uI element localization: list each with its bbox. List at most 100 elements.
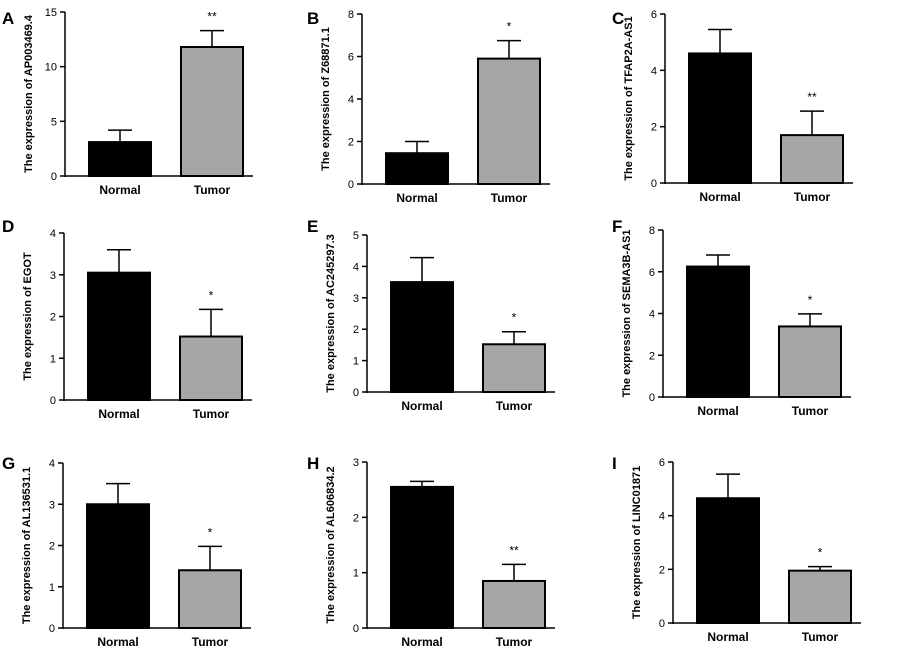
x-tick-label-tumor: Tumor bbox=[802, 630, 839, 644]
y-tick-label: 15 bbox=[45, 7, 57, 19]
y-tick-label: 3 bbox=[50, 270, 56, 282]
y-tick-label: 8 bbox=[348, 9, 354, 21]
y-tick-label: 0 bbox=[353, 623, 359, 635]
x-tick-label-tumor: Tumor bbox=[496, 399, 533, 413]
significance-marker: * bbox=[209, 288, 214, 302]
y-tick-label: 2 bbox=[50, 312, 56, 324]
y-tick-label: 4 bbox=[659, 511, 665, 523]
y-axis-label: The expression of Z68871.1 bbox=[320, 27, 332, 171]
bar-normal bbox=[385, 152, 449, 185]
panel-A: A The expression of AP003469.4 0 5 10 15 Norma… bbox=[2, 7, 253, 197]
y-tick-label: 5 bbox=[353, 230, 359, 242]
y-tick-label: 2 bbox=[348, 137, 354, 149]
y-tick-label: 3 bbox=[49, 499, 55, 511]
panel-letter: F bbox=[612, 217, 622, 236]
x-tick-label-tumor: Tumor bbox=[794, 190, 831, 204]
y-tick-label: 8 bbox=[649, 225, 655, 237]
bar-tumor bbox=[482, 579, 546, 630]
bar-tumor bbox=[482, 343, 546, 394]
y-tick-label: 6 bbox=[649, 267, 655, 279]
x-tick-label-normal: Normal bbox=[707, 630, 748, 644]
y-tick-label: 1 bbox=[50, 353, 56, 365]
y-tick-label: 2 bbox=[49, 541, 55, 553]
bar-normal bbox=[390, 281, 454, 394]
y-tick-label: 0 bbox=[659, 618, 665, 630]
bar-normal bbox=[390, 485, 454, 629]
panel-letter: B bbox=[307, 9, 319, 28]
y-tick-label: 6 bbox=[659, 457, 665, 469]
significance-marker: ** bbox=[509, 543, 519, 557]
panel-letter: A bbox=[2, 9, 14, 28]
x-tick-label-tumor: Tumor bbox=[792, 404, 829, 418]
significance-marker: ** bbox=[807, 90, 817, 104]
bar-tumor bbox=[178, 569, 242, 629]
y-axis-label: The expression of EGOT bbox=[22, 252, 34, 381]
y-tick-label: 6 bbox=[348, 52, 354, 64]
y-tick-label: 0 bbox=[49, 623, 55, 635]
y-tick-label: 2 bbox=[353, 512, 359, 524]
y-axis-label: The expression of AC245297.3 bbox=[325, 234, 337, 393]
y-tick-label: 10 bbox=[45, 62, 57, 74]
bar-normal bbox=[688, 52, 752, 184]
bar-tumor bbox=[179, 335, 243, 402]
panel-I: I The expression of LINC01871 0 2 4 6 Normal Tu… bbox=[612, 454, 861, 644]
x-tick-label-normal: Normal bbox=[99, 183, 140, 197]
y-tick-label: 2 bbox=[651, 122, 657, 134]
y-tick-label: 5 bbox=[51, 116, 57, 128]
x-tick-label-tumor: Tumor bbox=[192, 635, 229, 649]
x-tick-label-tumor: Tumor bbox=[194, 183, 231, 197]
x-tick-label-normal: Normal bbox=[98, 407, 139, 421]
bar-tumor bbox=[788, 569, 852, 624]
y-tick-label: 0 bbox=[51, 171, 57, 183]
y-tick-label: 0 bbox=[651, 178, 657, 190]
panel-G: G The expression of AL136531.1 0 1 2 3 4 Normal… bbox=[2, 454, 251, 649]
y-tick-label: 0 bbox=[348, 179, 354, 191]
panel-letter: C bbox=[612, 9, 624, 28]
y-tick-label: 0 bbox=[50, 395, 56, 407]
bar-normal bbox=[88, 141, 152, 178]
y-tick-label: 1 bbox=[353, 568, 359, 580]
bar-normal bbox=[86, 503, 150, 629]
x-tick-label-normal: Normal bbox=[697, 404, 738, 418]
y-axis-label: The expression of SEMA3B-AS1 bbox=[621, 229, 633, 397]
bar-normal bbox=[87, 271, 151, 402]
panel-letter: E bbox=[307, 217, 318, 236]
bar-normal bbox=[686, 265, 750, 398]
y-tick-label: 1 bbox=[49, 582, 55, 594]
panel-E: E The expression of AC245297.3 0 1 2 3 4 5 Norma… bbox=[307, 217, 555, 413]
y-axis-label: The expression of TFAP2A-AS1 bbox=[623, 16, 635, 180]
y-tick-label: 6 bbox=[651, 9, 657, 21]
y-tick-label: 3 bbox=[353, 457, 359, 469]
y-tick-label: 2 bbox=[353, 324, 359, 336]
y-tick-label: 0 bbox=[353, 387, 359, 399]
x-tick-label-tumor: Tumor bbox=[496, 635, 533, 649]
y-tick-label: 2 bbox=[659, 564, 665, 576]
y-tick-label: 4 bbox=[353, 261, 359, 273]
y-tick-label: 4 bbox=[49, 458, 55, 470]
x-tick-label-tumor: Tumor bbox=[491, 191, 528, 205]
y-axis-label: The expression of AP003469.4 bbox=[23, 14, 35, 173]
bar-tumor bbox=[778, 325, 842, 399]
significance-marker: * bbox=[808, 293, 813, 307]
x-tick-label-normal: Normal bbox=[396, 191, 437, 205]
bar-normal bbox=[696, 497, 760, 625]
significance-marker: * bbox=[507, 20, 512, 34]
y-tick-label: 1 bbox=[353, 356, 359, 368]
y-tick-label: 4 bbox=[651, 65, 657, 77]
panel-D: D The expression of EGOT 0 1 2 3 4 Normal Tumor * bbox=[2, 217, 252, 421]
y-tick-label: 0 bbox=[649, 392, 655, 404]
y-axis-label: The expression of AL606834.2 bbox=[325, 466, 337, 623]
panel-letter: D bbox=[2, 217, 14, 236]
panel-letter: G bbox=[2, 454, 15, 473]
y-tick-label: 4 bbox=[50, 228, 56, 240]
significance-marker: * bbox=[818, 546, 823, 560]
bar-tumor bbox=[780, 134, 844, 185]
panel-H: H The expression of AL606834.2 0 1 2 3 Normal T… bbox=[307, 454, 555, 649]
x-tick-label-normal: Normal bbox=[699, 190, 740, 204]
significance-marker: * bbox=[208, 525, 213, 539]
y-axis-label: The expression of LINC01871 bbox=[631, 466, 643, 619]
y-tick-label: 2 bbox=[649, 350, 655, 362]
